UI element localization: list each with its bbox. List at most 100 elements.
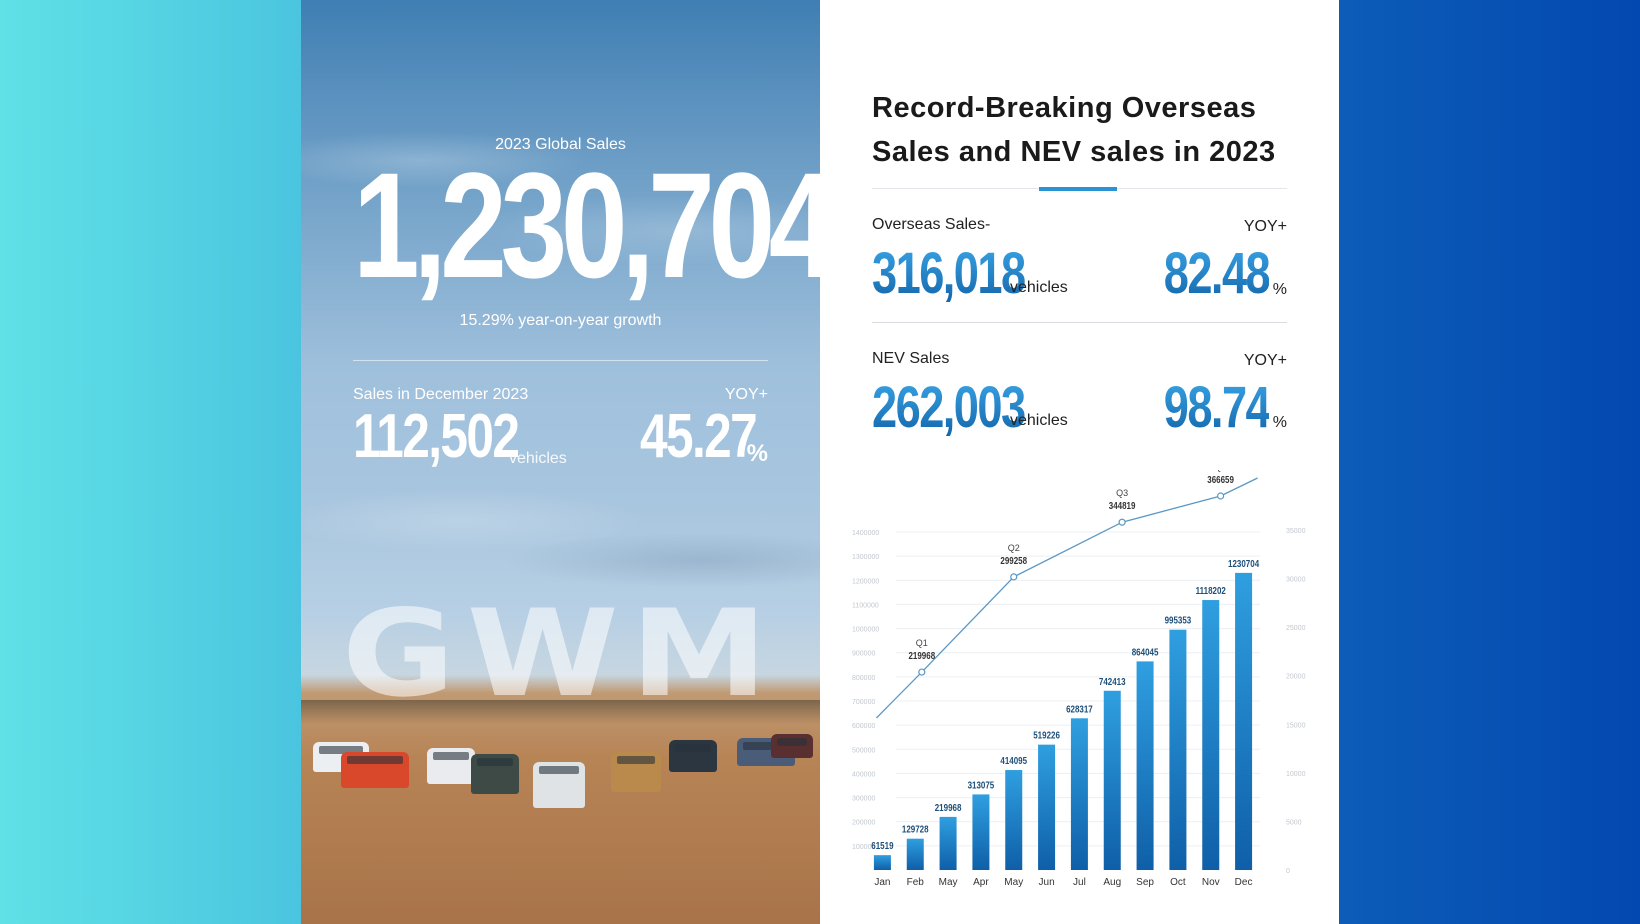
- global-sales-label: 2023 Global Sales: [495, 136, 626, 153]
- nev-yoy-percent: %: [1272, 414, 1287, 431]
- bar-value-label: 1118202: [1196, 585, 1226, 596]
- overseas-yoy-percent: %: [1272, 281, 1287, 298]
- december-sales-unit: vehicles: [509, 450, 567, 467]
- y-tick-label: 1000000: [852, 627, 879, 634]
- december-sales-value: 112,502: [353, 402, 520, 471]
- bar: [906, 838, 924, 870]
- overseas-sales-value: 316,018: [872, 241, 1026, 306]
- vehicle: [533, 762, 585, 808]
- y-tick-label: 1200000: [852, 578, 879, 585]
- y2-tick-label: 35000: [1286, 528, 1306, 535]
- y-tick-label: 200000: [852, 820, 875, 827]
- december-sales-label: Sales in December 2023: [353, 386, 529, 403]
- global-sales-panel: 2023 Global Sales 1,230,704 15.29% year-…: [301, 0, 820, 924]
- nev-sales-label: NEV Sales: [872, 350, 950, 367]
- bar: [1136, 661, 1154, 870]
- december-yoy-percent: %: [746, 440, 768, 467]
- y-tick-label: 1100000: [852, 602, 879, 609]
- y-tick-label: 1300000: [852, 554, 879, 561]
- vehicle: [471, 754, 519, 794]
- y-tick-label: 400000: [852, 771, 875, 778]
- line-point: [918, 668, 926, 676]
- bar: [1169, 629, 1187, 870]
- quarter-label: Q2: [1008, 543, 1020, 553]
- line-point: [1118, 518, 1126, 526]
- x-tick-label: Jul: [1073, 877, 1086, 888]
- nev-yoy-label: YOY+: [1243, 352, 1287, 369]
- x-tick-label: Jun: [1039, 877, 1055, 888]
- y-tick-label: 900000: [852, 651, 875, 658]
- x-tick-label: Oct: [1170, 877, 1186, 888]
- quarter-label: Q4: [1215, 470, 1227, 472]
- bar-value-label: 313075: [968, 780, 995, 791]
- bar: [1070, 718, 1088, 870]
- bar: [1005, 770, 1023, 870]
- bar: [873, 855, 891, 870]
- quarter-label: Q1: [916, 638, 928, 648]
- vehicle: [669, 740, 717, 772]
- overseas-yoy-label: YOY+: [1243, 218, 1287, 235]
- vehicle: [427, 748, 475, 784]
- line-point: [1010, 573, 1018, 581]
- bar-value-label: 864045: [1132, 647, 1159, 658]
- vehicle: [771, 734, 813, 758]
- y-tick-label: 700000: [852, 699, 875, 706]
- bar-value-label: 519226: [1033, 730, 1060, 741]
- bar: [1038, 744, 1056, 870]
- quarter-value-label: 299258: [1000, 555, 1027, 566]
- y-tick-label: 800000: [852, 675, 875, 682]
- quarter-value-label: 366659: [1207, 474, 1234, 485]
- overseas-sales-unit: vehicles: [1010, 279, 1068, 296]
- x-tick-label: Apr: [973, 877, 989, 888]
- december-yoy-label: YOY+: [724, 386, 768, 403]
- desert-horizon: [301, 700, 820, 724]
- bar-value-label: 1230704: [1228, 558, 1259, 569]
- bar: [939, 816, 957, 870]
- x-tick-label: May: [1004, 877, 1023, 888]
- vehicle: [611, 752, 661, 792]
- overseas-nev-panel: Record-Breaking Overseas Sales and NEV s…: [820, 0, 1339, 924]
- nev-yoy-value: 98.74: [1163, 375, 1271, 440]
- bar-value-label: 995353: [1165, 615, 1192, 626]
- title-accent-bar: [1039, 187, 1117, 191]
- x-tick-label: Jan: [874, 877, 890, 888]
- bar-value-label: 414095: [1000, 755, 1027, 766]
- x-tick-label: Nov: [1202, 877, 1220, 888]
- bar-value-label: 742413: [1099, 676, 1126, 687]
- gwm-logo: GWM: [341, 585, 780, 724]
- x-tick-label: Aug: [1103, 877, 1121, 888]
- bar: [1202, 600, 1220, 870]
- x-tick-label: Dec: [1235, 877, 1253, 888]
- y2-tick-label: 25000: [1286, 625, 1306, 632]
- section-divider: [872, 322, 1287, 323]
- vehicle: [341, 752, 409, 788]
- global-sales-value: 1,230,704: [352, 141, 820, 309]
- divider: [353, 360, 768, 361]
- quarter-value-label: 219968: [908, 650, 935, 661]
- y2-tick-label: 30000: [1286, 577, 1306, 584]
- x-tick-label: Sep: [1136, 877, 1154, 888]
- bar-value-label: 628317: [1066, 703, 1093, 714]
- line-point: [1217, 492, 1225, 500]
- y-tick-label: 600000: [852, 723, 875, 730]
- y-tick-label: 1400000: [852, 530, 879, 537]
- december-yoy-value: 45.27: [639, 402, 758, 471]
- overseas-yoy-value: 82.48: [1163, 241, 1271, 306]
- quarter-label: Q3: [1116, 488, 1128, 498]
- overseas-sales-label: Overseas Sales-: [872, 216, 991, 233]
- quarter-value-label: 344819: [1109, 500, 1136, 511]
- bar: [972, 794, 990, 870]
- y-tick-label: 100000: [852, 844, 875, 851]
- nev-sales-value: 262,003: [872, 375, 1026, 440]
- nev-sales-unit: vehicles: [1010, 412, 1068, 429]
- bar-value-label: 129728: [902, 824, 929, 835]
- y-tick-label: 500000: [852, 747, 875, 754]
- monthly-sales-chart: 1000002000003000004000005000006000007000…: [852, 470, 1306, 888]
- y2-tick-label: 10000: [1286, 771, 1306, 778]
- bar-value-label: 61519: [871, 840, 893, 851]
- bar: [1103, 690, 1121, 870]
- quarterly-line: [875, 477, 1258, 719]
- y2-tick-label: 5000: [1286, 819, 1302, 826]
- y2-tick-label: 15000: [1286, 722, 1306, 729]
- growth-text: 15.29% year-on-year growth: [459, 312, 662, 329]
